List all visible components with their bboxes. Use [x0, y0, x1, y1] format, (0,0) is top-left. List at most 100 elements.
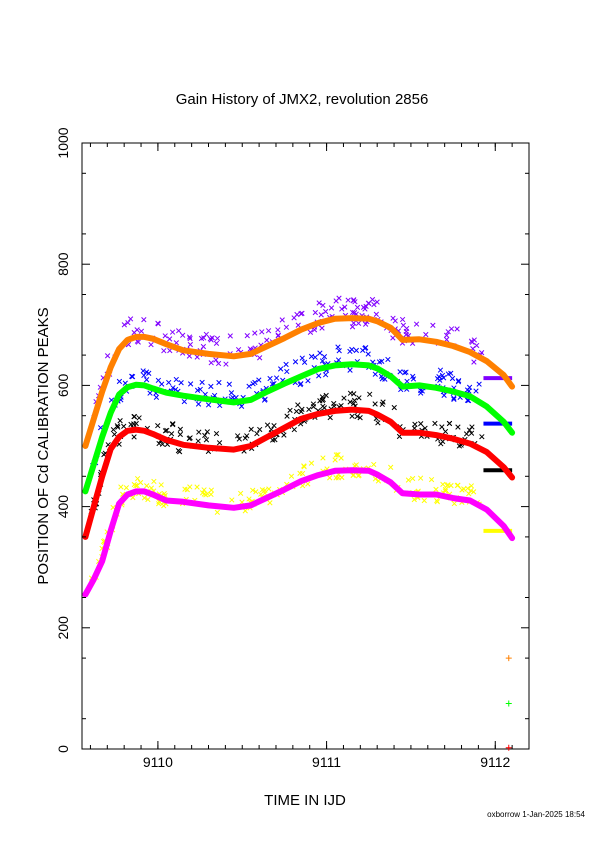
scatter-point [371, 461, 377, 468]
scatter-point [127, 316, 134, 322]
scatter-point [253, 489, 259, 495]
x-axis-label: TIME IN IJD [264, 792, 346, 809]
scatter-point [349, 413, 355, 419]
scatter-point [331, 403, 337, 409]
scatter-point [121, 322, 127, 328]
series-line-0 [82, 315, 516, 449]
scatter-point [214, 509, 220, 515]
scatter-point [261, 397, 268, 403]
scatter-point [433, 486, 439, 493]
scatter-point [319, 397, 326, 404]
scatter-point [417, 475, 424, 481]
scatter-point [201, 335, 207, 341]
scatter-point [432, 420, 438, 427]
scatter-point [148, 341, 154, 348]
scatter-point [479, 434, 485, 440]
scatter-point [252, 379, 258, 386]
scatter-point [455, 377, 462, 384]
scatter-point [117, 418, 123, 424]
scatter-point [440, 438, 446, 445]
scatter-point [423, 331, 429, 338]
scatter-point [292, 359, 299, 365]
scatter-point [327, 414, 333, 421]
scatter-point [153, 394, 160, 401]
scatter-point [133, 420, 139, 427]
scatter-point [299, 406, 305, 412]
axes: 9110 9111 9112 0 200 400 600 800 1000 [55, 127, 529, 770]
scatter-point [141, 372, 147, 379]
scatter-point [223, 361, 229, 367]
scatter-point [445, 329, 451, 335]
scatter-point [347, 399, 353, 405]
scatter-point [129, 374, 136, 380]
scatter-point [257, 426, 263, 433]
y-tick-label: 1000 [55, 127, 71, 158]
scatter-point [180, 332, 186, 338]
scatter-point [187, 341, 193, 348]
scatter-point [312, 354, 318, 360]
scatter-point [176, 449, 183, 455]
scatter-point [162, 333, 168, 339]
scatter-point [104, 353, 111, 359]
scatter-point [422, 425, 428, 431]
scatter-point [164, 427, 170, 434]
scatter-point [354, 304, 361, 311]
scatter-point [371, 301, 377, 308]
scatter-point [333, 298, 339, 304]
scatter-point [468, 487, 474, 494]
scatter-point [347, 390, 354, 396]
scatter-point [213, 357, 219, 363]
scatter-point [138, 328, 145, 334]
scatter-point [155, 422, 161, 429]
scatter-point [168, 431, 175, 437]
scatter-point [213, 430, 220, 437]
scatter-point [227, 333, 233, 339]
scatter-point [254, 430, 260, 437]
scatter-point [468, 430, 475, 436]
scatter-point [350, 309, 356, 316]
scatter-point [391, 404, 397, 411]
scatter-point [403, 328, 409, 335]
scatter-point [321, 354, 328, 360]
scatter-point [214, 335, 221, 342]
scatter-point [136, 415, 142, 421]
scatter-point [264, 337, 270, 343]
scatter-point [123, 485, 130, 491]
x-tick-label: 9111 [312, 754, 341, 770]
scatter-point [444, 482, 450, 489]
scatter-point [317, 350, 323, 356]
scatter-point [319, 358, 326, 364]
scatter-point [328, 305, 335, 311]
scatter-point [306, 406, 312, 413]
scatter-point [474, 342, 480, 349]
scatter-point [399, 316, 406, 323]
scatter-point [141, 317, 147, 323]
scatter-point [166, 336, 173, 342]
scatter-point [264, 422, 271, 428]
scatter-point [199, 379, 205, 385]
scatter-point [446, 420, 453, 427]
scatter-point [178, 380, 184, 386]
scatter-point [184, 487, 190, 493]
scatter-point [311, 327, 318, 333]
scatter-point [176, 328, 182, 334]
scatter-point [369, 296, 376, 303]
scatter-point [403, 369, 409, 375]
scatter-point [128, 421, 134, 428]
scatter-point [319, 325, 325, 331]
scatter-point [333, 475, 339, 481]
scatter-point [275, 327, 281, 333]
scatter-point [356, 395, 362, 401]
scatter-point [440, 481, 446, 487]
scatter-point [194, 387, 201, 393]
scatter-point [428, 476, 435, 483]
scatter-point [372, 401, 378, 407]
scatter-point [115, 424, 121, 430]
scatter-point [466, 427, 473, 433]
scatter-point [273, 375, 280, 381]
scatter-point [350, 472, 357, 478]
scatter-point [295, 402, 301, 408]
scatter-point [379, 401, 385, 408]
scatter-point [226, 381, 232, 387]
scatter-point [382, 376, 388, 382]
